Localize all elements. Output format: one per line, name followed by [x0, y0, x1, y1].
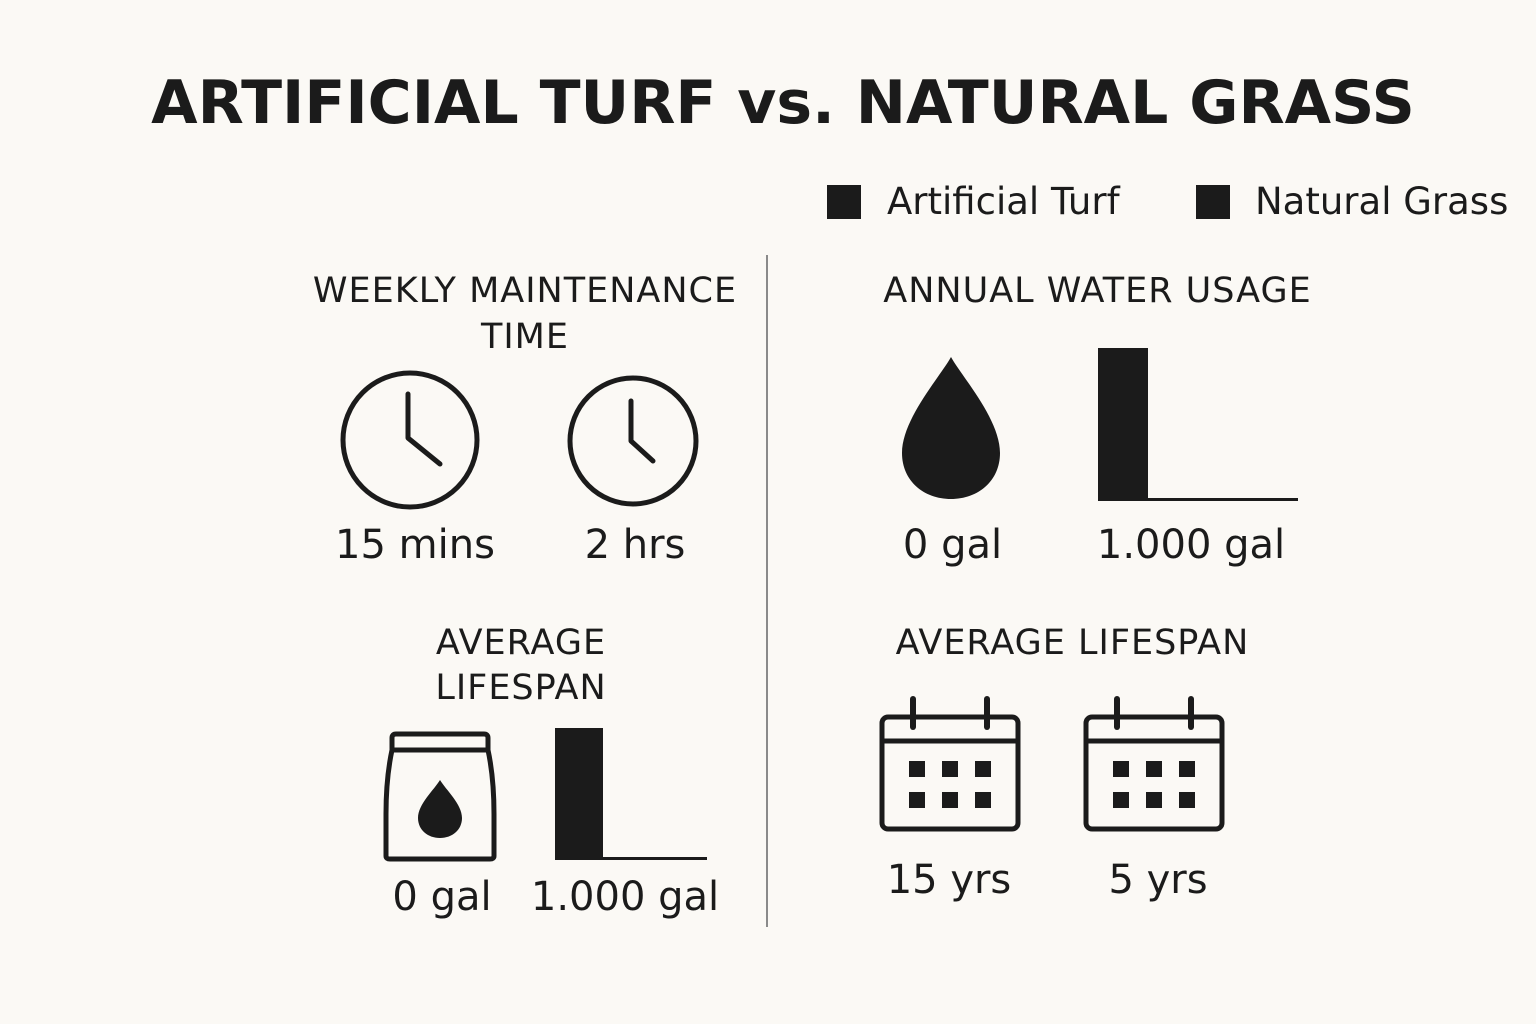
clock-icon [567, 375, 699, 507]
maintenance-heading-line2: TIME [480, 317, 569, 357]
maintenance-artificial-value: 15 mins [335, 522, 495, 568]
legend-swatch-artificial-turf [827, 185, 861, 219]
lifespan-left-natural-value: 1.000 gal [530, 874, 720, 920]
water-drop-icon [902, 357, 1000, 499]
maintenance-heading-line1: WEEKLY MAINTENANCE [312, 271, 738, 311]
bar-icon [555, 728, 707, 860]
page-title: ARTIFICIAL TURF vs. NATURAL GRASS [151, 68, 1415, 138]
clock-icon [340, 370, 480, 510]
bag-with-drop-icon [383, 731, 497, 862]
lifespan-right-heading: AVERAGE LIFESPAN [895, 623, 1250, 663]
legend-swatch-natural-grass [1196, 185, 1230, 219]
lifespan-left-heading-line1: AVERAGE [435, 623, 607, 663]
maintenance-natural-value: 2 hrs [584, 522, 686, 568]
section-divider [766, 255, 768, 927]
lifespan-right-natural-value: 5 yrs [1108, 857, 1208, 903]
lifespan-left-heading-line2: LIFESPAN [435, 668, 607, 708]
calendar-icon [1083, 696, 1225, 832]
legend-label-artificial-turf: Artificial Turf [887, 180, 1120, 223]
legend-label-natural-grass: Natural Grass [1255, 180, 1509, 223]
water-natural-value: 1.000 gal [1096, 522, 1286, 568]
water-heading: ANNUAL WATER USAGE [883, 271, 1312, 311]
calendar-icon [879, 696, 1021, 832]
lifespan-left-artificial-value: 0 gal [392, 874, 492, 920]
water-artificial-value: 0 gal [902, 522, 1003, 568]
bar-icon [1098, 348, 1298, 501]
lifespan-right-artificial-value: 15 yrs [886, 857, 1012, 903]
